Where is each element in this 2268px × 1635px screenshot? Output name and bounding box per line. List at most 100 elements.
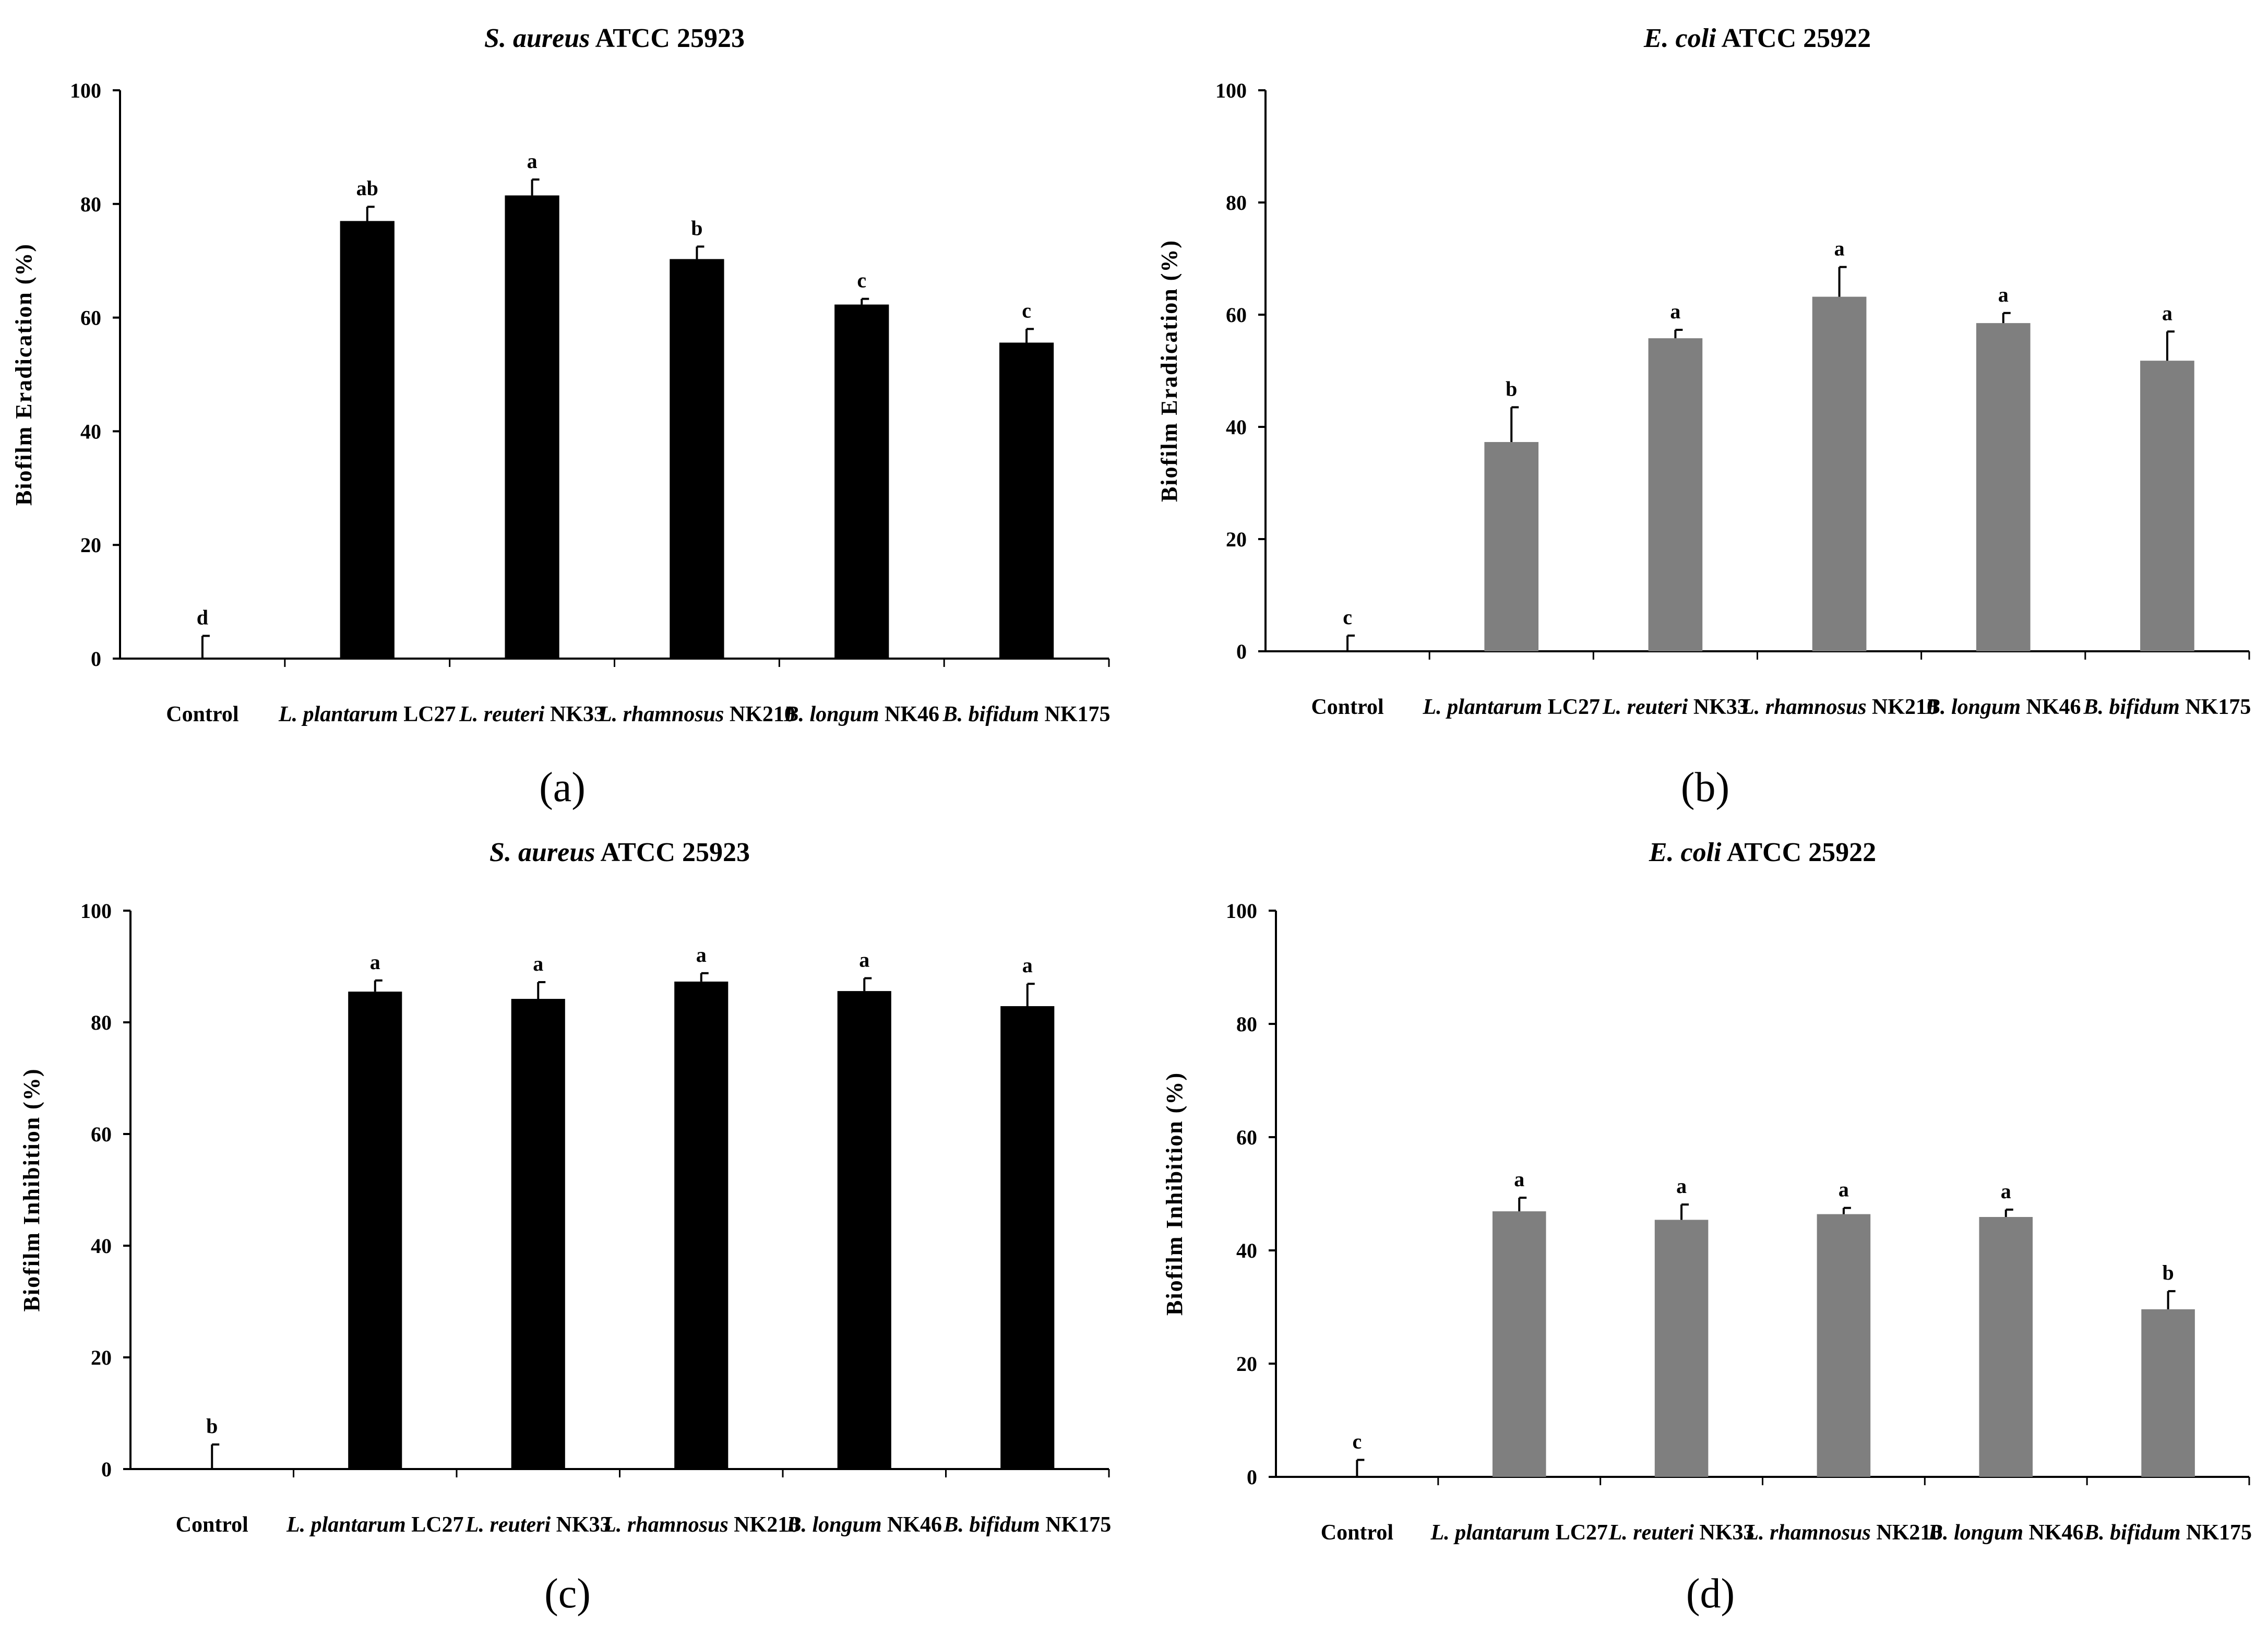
- x-tick-label: B. longum NK46: [783, 702, 939, 726]
- bar: [348, 992, 402, 1469]
- x-tick-label: B. bifidum NK175: [2083, 695, 2251, 719]
- x-tick-label: L. rhamnosus NK210: [1745, 1521, 1942, 1545]
- significance-label: a: [2001, 1179, 2011, 1203]
- bar: [1492, 1211, 1546, 1477]
- bar: [1979, 1216, 2033, 1477]
- x-tick-label: L. rhamnosus NK210: [602, 1513, 799, 1537]
- x-tick-label: L. plantarum LC27: [1422, 695, 1600, 719]
- bar: [670, 259, 724, 659]
- significance-label: b: [206, 1414, 218, 1438]
- y-tick-label: 0: [101, 1458, 112, 1481]
- chart-title: S. aureus ATCC 25923: [484, 23, 745, 53]
- x-tick-label: L. rhamnosus NK210: [1740, 695, 1938, 719]
- bar: [2140, 361, 2194, 651]
- x-tick-label: L. plantarum LC27: [1430, 1521, 1608, 1545]
- y-tick-label: 0: [1247, 1465, 1257, 1489]
- x-tick-label: Control: [166, 702, 238, 726]
- y-tick-label: 60: [91, 1123, 112, 1146]
- significance-label: a: [1998, 283, 2009, 306]
- y-axis-label: Biofilm Eradication (%): [11, 243, 37, 506]
- significance-label: a: [1834, 237, 1845, 260]
- x-tick-label: B. bifidum NK175: [2084, 1521, 2252, 1545]
- x-tick-label: L. rhamnosus NK210: [598, 702, 795, 726]
- x-tick-label: Control: [176, 1513, 248, 1537]
- y-tick-label: 80: [1236, 1012, 1257, 1036]
- y-tick-label: 100: [1215, 79, 1247, 102]
- bar: [674, 981, 729, 1469]
- bar: [1648, 338, 1703, 651]
- x-tick-label: L. plantarum LC27: [286, 1513, 464, 1537]
- chart-panel-a: S. aureus ATCC 25923 Biofilm Eradication …: [11, 23, 1111, 810]
- significance-label: a: [2162, 301, 2172, 325]
- chart-panel-b: E. coli ATCC 25922 Biofilm Eradication (%…: [1156, 23, 2251, 810]
- panel-label: (a): [539, 765, 586, 810]
- panel-label: (b): [1681, 765, 1729, 810]
- y-tick-label: 100: [70, 79, 101, 102]
- y-tick-label: 60: [80, 306, 101, 330]
- significance-label: a: [533, 952, 543, 975]
- y-tick-label: 40: [91, 1234, 112, 1258]
- significance-label: a: [1676, 1174, 1687, 1198]
- chart-title: E. coli ATCC 25922: [1643, 23, 1871, 53]
- y-tick-label: 60: [1236, 1126, 1257, 1149]
- bar: [1484, 442, 1539, 651]
- x-tick-label: L. reuteri NK33: [1608, 1521, 1754, 1545]
- significance-label: a: [696, 943, 707, 966]
- significance-label: c: [1022, 299, 1031, 322]
- significance-label: a: [1022, 953, 1033, 977]
- significance-label: a: [859, 948, 869, 971]
- x-tick-label: L. reuteri NK33: [1602, 695, 1748, 719]
- bar: [1817, 1214, 1871, 1477]
- x-tick-label: L. plantarum LC27: [278, 702, 456, 726]
- significance-label: a: [1839, 1178, 1849, 1201]
- significance-label: c: [857, 269, 866, 292]
- x-tick-label: L. reuteri NK33: [459, 702, 605, 726]
- x-tick-label: B. bifidum NK175: [942, 702, 1111, 726]
- chart-title: E. coli ATCC 25922: [1649, 838, 1876, 867]
- y-axis-label: Biofilm Inhibition (%): [19, 1068, 44, 1312]
- significance-label: c: [1343, 605, 1352, 629]
- bar: [340, 221, 395, 659]
- significance-label: b: [2162, 1261, 2174, 1284]
- x-tick-label: Control: [1311, 695, 1383, 719]
- y-tick-label: 80: [80, 193, 101, 216]
- y-tick-label: 40: [1236, 1239, 1257, 1262]
- bar: [511, 999, 565, 1469]
- x-tick-label: L. reuteri NK33: [465, 1513, 611, 1537]
- y-tick-label: 0: [1236, 640, 1247, 663]
- significance-label: b: [1506, 377, 1517, 400]
- bar: [1654, 1220, 1709, 1477]
- y-tick-label: 100: [1226, 899, 1257, 923]
- y-tick-label: 40: [1226, 415, 1247, 439]
- chart-title: S. aureus ATCC 25923: [490, 838, 750, 867]
- x-tick-label: B. longum NK46: [1928, 1521, 2084, 1545]
- y-tick-label: 80: [1226, 191, 1247, 214]
- bar: [1812, 296, 1867, 651]
- significance-label: a: [1670, 300, 1680, 323]
- y-tick-label: 60: [1226, 303, 1247, 327]
- bar: [1000, 1006, 1055, 1469]
- y-tick-label: 40: [80, 420, 101, 443]
- chart-panel-c: S. aureus ATCC 25923 Biofilm Inhibition (…: [19, 838, 1111, 1617]
- significance-label: a: [1514, 1167, 1524, 1191]
- significance-label: d: [197, 605, 208, 629]
- bar: [1976, 323, 2031, 651]
- significance-label: c: [1353, 1429, 1362, 1453]
- y-tick-label: 80: [91, 1011, 112, 1034]
- y-tick-label: 20: [1236, 1352, 1257, 1376]
- significance-label: ab: [356, 176, 378, 200]
- chart-panel-d: E. coli ATCC 25922 Biofilm Inhibition (%)…: [1162, 838, 2252, 1617]
- y-tick-label: 0: [91, 647, 101, 671]
- panel-label: (c): [544, 1571, 591, 1617]
- y-tick-label: 100: [80, 899, 112, 923]
- bar: [999, 342, 1054, 659]
- x-tick-label: Control: [1321, 1521, 1393, 1545]
- significance-label: a: [370, 950, 380, 974]
- bar: [834, 304, 889, 659]
- significance-label: a: [527, 149, 538, 173]
- y-axis-label: Biofilm Inhibition (%): [1162, 1072, 1187, 1316]
- bar: [837, 991, 891, 1469]
- panel-label: (d): [1686, 1571, 1735, 1617]
- y-tick-label: 20: [80, 533, 101, 557]
